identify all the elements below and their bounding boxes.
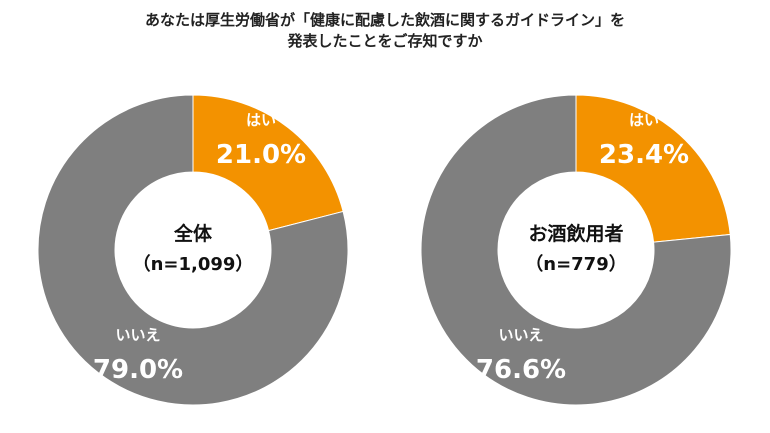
slice-label-no: いいえ — [115, 326, 160, 344]
slice-label-yes: はい — [629, 111, 659, 129]
center-sublabel: （n=1,099） — [133, 254, 254, 275]
donut-slice-no — [37, 94, 349, 406]
slice-value-yes: 23.4% — [599, 140, 689, 170]
donut-slice-no — [420, 94, 732, 406]
slice-value-yes: 21.0% — [216, 140, 306, 170]
chart-title-line-2: 発表したことをご存知ですか — [287, 32, 483, 50]
center-label: お酒飲用者 — [528, 222, 623, 245]
donut-slice-yes — [192, 94, 344, 232]
center-sublabel: （n=779） — [525, 254, 626, 275]
slice-value-no: 79.0% — [93, 355, 183, 385]
slice-label-no: いいえ — [498, 326, 543, 344]
chart-title: あなたは厚生労働省が「健康に配慮した飲酒に関するガイドライン」を 発表したことを… — [0, 10, 770, 52]
slice-label-yes: はい — [246, 111, 276, 129]
chart-title-line-1: あなたは厚生労働省が「健康に配慮した飲酒に関するガイドライン」を — [144, 11, 625, 29]
center-label: 全体 — [173, 222, 213, 245]
slice-value-no: 76.6% — [476, 355, 566, 385]
donut-slice-yes — [575, 94, 731, 243]
